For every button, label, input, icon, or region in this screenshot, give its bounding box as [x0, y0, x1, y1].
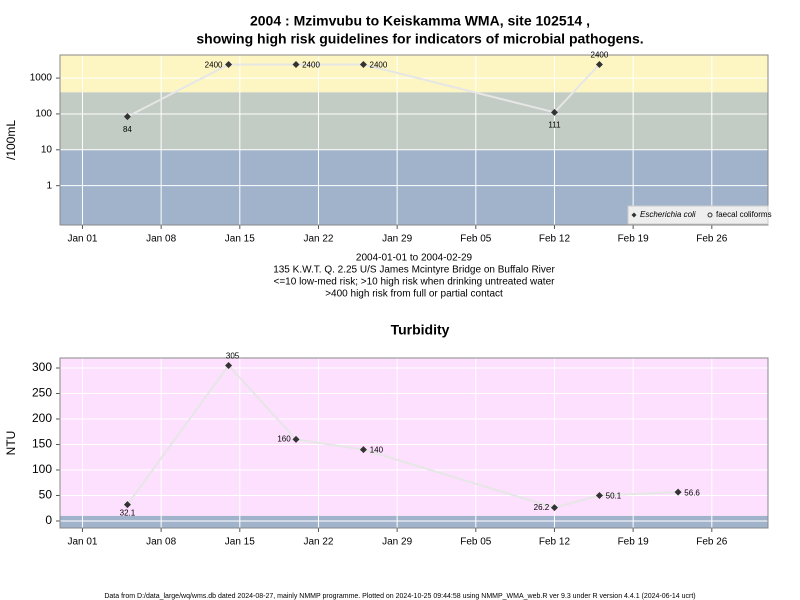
risk-band [60, 358, 768, 516]
legend-label: faecal coliforms [716, 210, 772, 219]
data-label: 50.1 [606, 492, 622, 501]
data-point [225, 60, 233, 68]
y-tick-label: 1 [46, 180, 52, 191]
plot-frame [59, 54, 769, 226]
data-label: 2400 [302, 61, 320, 70]
y-tick-label: 250 [32, 386, 52, 400]
x-tick-label: Feb 12 [539, 537, 571, 548]
data-point [674, 488, 682, 496]
data-point [550, 504, 558, 512]
x-tick-label: Jan 15 [225, 234, 255, 245]
legend-marker [631, 212, 637, 218]
data-point [292, 435, 300, 443]
x-tick-label: Jan 08 [146, 234, 176, 245]
y-tick-label: 300 [32, 360, 52, 374]
x-tick-label: Feb 05 [460, 234, 492, 245]
y-axis-label: NTU [4, 431, 18, 456]
x-tick-label: Feb 19 [618, 234, 650, 245]
x-tick-label: Jan 15 [225, 537, 255, 548]
data-label: 305 [226, 352, 240, 361]
caption-line: <=10 low-med risk; >10 high risk when dr… [274, 277, 556, 288]
y-tick-label: 100 [32, 462, 52, 476]
data-label: 2400 [370, 61, 388, 70]
x-tick-label: Feb 19 [618, 537, 650, 548]
x-tick-label: Feb 12 [539, 234, 571, 245]
data-label: 32.1 [120, 509, 136, 518]
legend-label: Escherichia coli [640, 210, 696, 219]
y-tick-label: 50 [39, 488, 53, 502]
y-tick-label: 100 [35, 109, 52, 120]
y-tick-label: 1000 [30, 73, 53, 84]
data-label: 56.6 [684, 488, 700, 497]
data-point [225, 361, 233, 369]
data-point [123, 501, 131, 509]
legend-box [627, 205, 769, 225]
risk-band [60, 515, 768, 528]
data-point [359, 446, 367, 454]
caption-line: 135 K.W.T. Q. 2.25 U/S James Mcintyre Br… [273, 265, 555, 276]
caption-line: >400 high risk from full or partial cont… [325, 289, 503, 300]
caption-line: 2004-01-01 to 2004-02-29 [356, 253, 473, 264]
data-label: 84 [123, 125, 132, 134]
chart-title: showing high risk guidelines for indicat… [196, 31, 643, 47]
x-tick-label: Jan 08 [146, 537, 176, 548]
x-tick-label: Jan 01 [67, 234, 97, 245]
data-label: 2400 [591, 51, 609, 60]
footer: Data from D:/data_large/wq/wms.db dated … [104, 593, 695, 600]
data-label: 26.2 [534, 503, 550, 512]
y-axis-label: /100mL [4, 120, 18, 160]
x-tick-label: Feb 26 [696, 537, 728, 548]
data-point [550, 108, 558, 116]
data-point [292, 60, 300, 68]
x-tick-label: Jan 29 [382, 537, 412, 548]
plot-frame [59, 357, 769, 529]
data-label: 160 [277, 435, 291, 444]
data-point [123, 113, 131, 121]
data-point [359, 60, 367, 68]
risk-band [60, 55, 768, 93]
y-tick-label: 10 [41, 144, 53, 155]
risk-band [60, 92, 768, 150]
x-tick-label: Feb 05 [460, 537, 492, 548]
data-point [595, 491, 603, 499]
chart-title: 2004 : Mzimvubu to Keiskamma WMA, site 1… [250, 13, 590, 29]
legend-marker [707, 212, 713, 218]
y-tick-label: 150 [32, 437, 52, 451]
data-label: 111 [548, 120, 561, 129]
data-point [595, 60, 603, 68]
data-label: 140 [370, 446, 384, 455]
x-tick-label: Jan 29 [382, 234, 412, 245]
data-label: 2400 [205, 61, 223, 70]
series-line [126, 63, 601, 118]
chart-title: Turbidity [391, 322, 450, 338]
x-tick-label: Jan 22 [303, 234, 333, 245]
x-tick-label: Jan 22 [303, 537, 333, 548]
x-tick-label: Feb 26 [696, 234, 728, 245]
y-tick-label: 0 [45, 513, 52, 527]
y-tick-label: 200 [32, 411, 52, 425]
x-tick-label: Jan 01 [67, 537, 97, 548]
